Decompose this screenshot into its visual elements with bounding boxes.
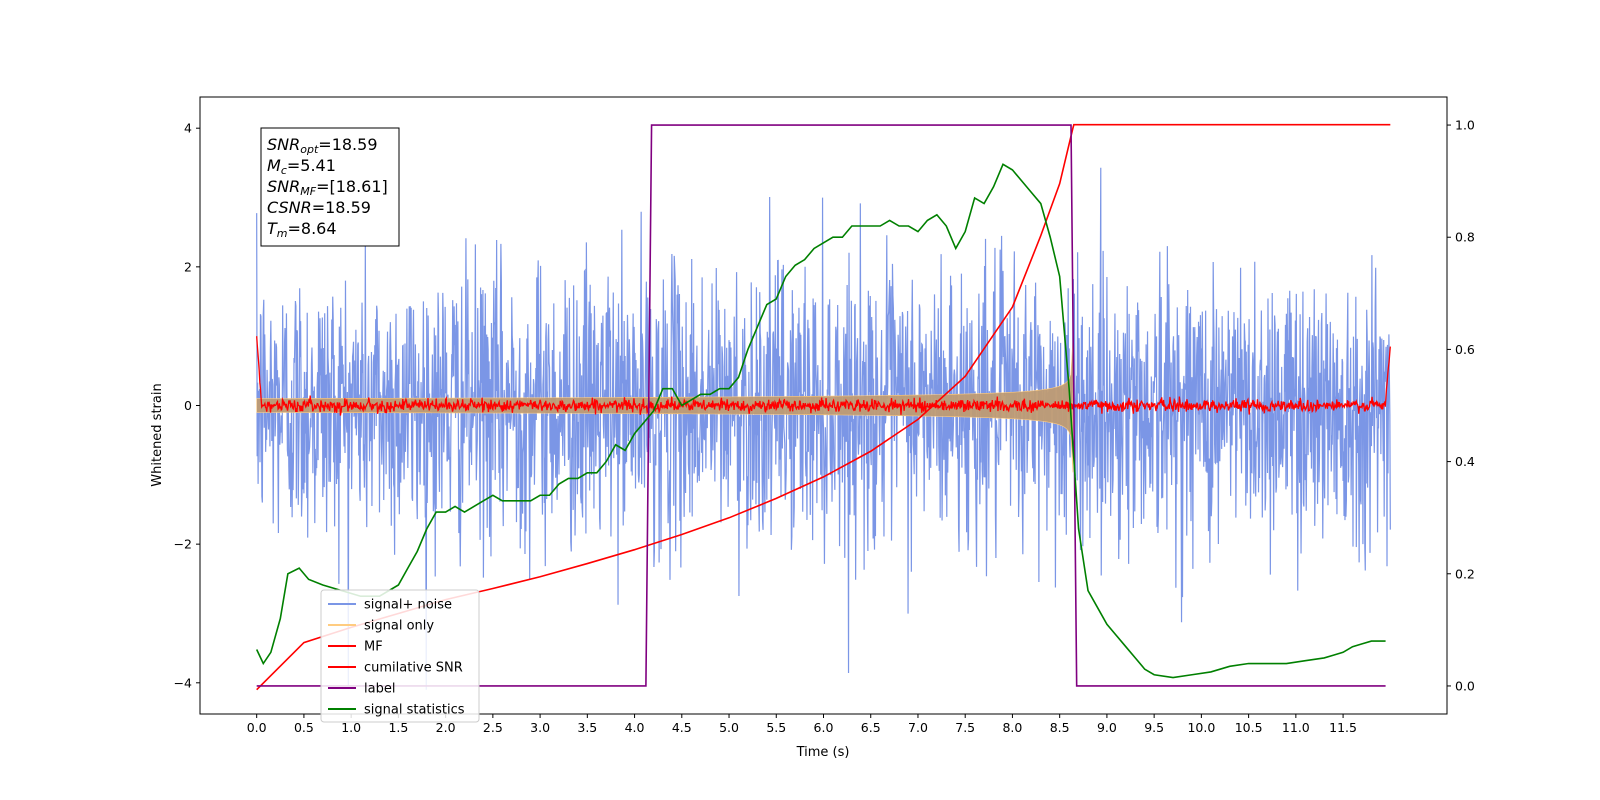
x-tick-label: 10.0 (1187, 720, 1215, 735)
x-tick-label: 11.5 (1329, 720, 1357, 735)
x-tick-label: 6.5 (861, 720, 881, 735)
x-tick-label: 2.0 (436, 720, 456, 735)
x-tick-label: 8.0 (1002, 720, 1022, 735)
y2-tick-label: 1.0 (1455, 118, 1475, 133)
x-tick-label: 1.5 (388, 720, 408, 735)
x-tick-label: 4.0 (625, 720, 645, 735)
series-signal-statistics (255, 163, 1386, 679)
legend-entry: label (364, 682, 395, 697)
annotation-line: Tm=8.64 (267, 219, 337, 240)
y-axis-left: 4 2 0 −2 −4 (174, 121, 200, 690)
y2-tick-label: 0.6 (1455, 342, 1475, 357)
x-tick-label: 3.5 (577, 720, 597, 735)
x-axis-label: Time (s) (796, 745, 850, 760)
annotation-line: SNRopt=18.59 (267, 135, 378, 156)
x-tick-label: 2.5 (483, 720, 503, 735)
annotation-frame (260, 127, 400, 247)
y-tick-label: −4 (174, 675, 192, 690)
x-axis: 0.0 0.5 1.0 1.5 2.0 2.5 3.0 3.5 4.0 4.5 5.0 5.5 6.0 6… (247, 714, 1357, 735)
legend-entry: cumilative SNR (364, 661, 463, 676)
y2-tick-label: 0.0 (1455, 678, 1475, 693)
y-tick-label: 0 (184, 398, 192, 413)
y2-tick-label: 0.4 (1455, 454, 1475, 469)
y-tick-label: 2 (184, 259, 192, 274)
x-tick-label: 5.0 (719, 720, 739, 735)
y-tick-label: −2 (174, 537, 192, 552)
y-axis-label: Whitened strain (150, 383, 165, 486)
legend-entry: signal only (364, 619, 434, 634)
y-tick-label: 4 (184, 121, 192, 136)
x-tick-label: 7.5 (955, 720, 975, 735)
x-tick-label: 7.0 (908, 720, 928, 735)
y2-tick-label: 0.8 (1455, 230, 1475, 245)
annotation-line: SNRMF=[18.61] (267, 177, 388, 198)
series-mf (256, 336, 1391, 416)
y2-tick-label: 0.2 (1455, 566, 1475, 581)
legend-entry: signal statistics (364, 703, 465, 718)
annotation-line: Mc=5.41 (267, 156, 336, 177)
x-tick-label: 6.0 (814, 720, 834, 735)
x-tick-label: 0.0 (247, 720, 267, 735)
x-tick-label: 11.0 (1282, 720, 1310, 735)
x-tick-label: 10.5 (1235, 720, 1263, 735)
x-tick-label: 3.0 (530, 720, 550, 735)
series-label (256, 124, 1386, 687)
y-axis-right: 1.0 0.8 0.6 0.4 0.2 0.0 (1447, 118, 1475, 693)
legend-entry: MF (364, 640, 383, 655)
x-tick-label: 0.5 (294, 720, 314, 735)
x-tick-label: 9.5 (1144, 720, 1164, 735)
legend-frame (320, 589, 480, 723)
x-tick-label: 8.5 (1050, 720, 1070, 735)
x-tick-label: 1.0 (341, 720, 361, 735)
annotation-line: CSNR=18.59 (267, 198, 371, 217)
legend: signal+ noise signal only MF cumilative SNR… (320, 589, 480, 723)
x-tick-label: 4.5 (672, 720, 692, 735)
legend-entry: signal+ noise (364, 598, 452, 613)
annotation-box: SNRopt=18.59Mc=5.41SNRMF=[18.61]CSNR=18.… (260, 127, 400, 247)
x-tick-label: 9.0 (1097, 720, 1117, 735)
series-signal-noise (256, 167, 1391, 690)
x-tick-label: 5.5 (766, 720, 786, 735)
series-signal-only (256, 338, 1074, 473)
